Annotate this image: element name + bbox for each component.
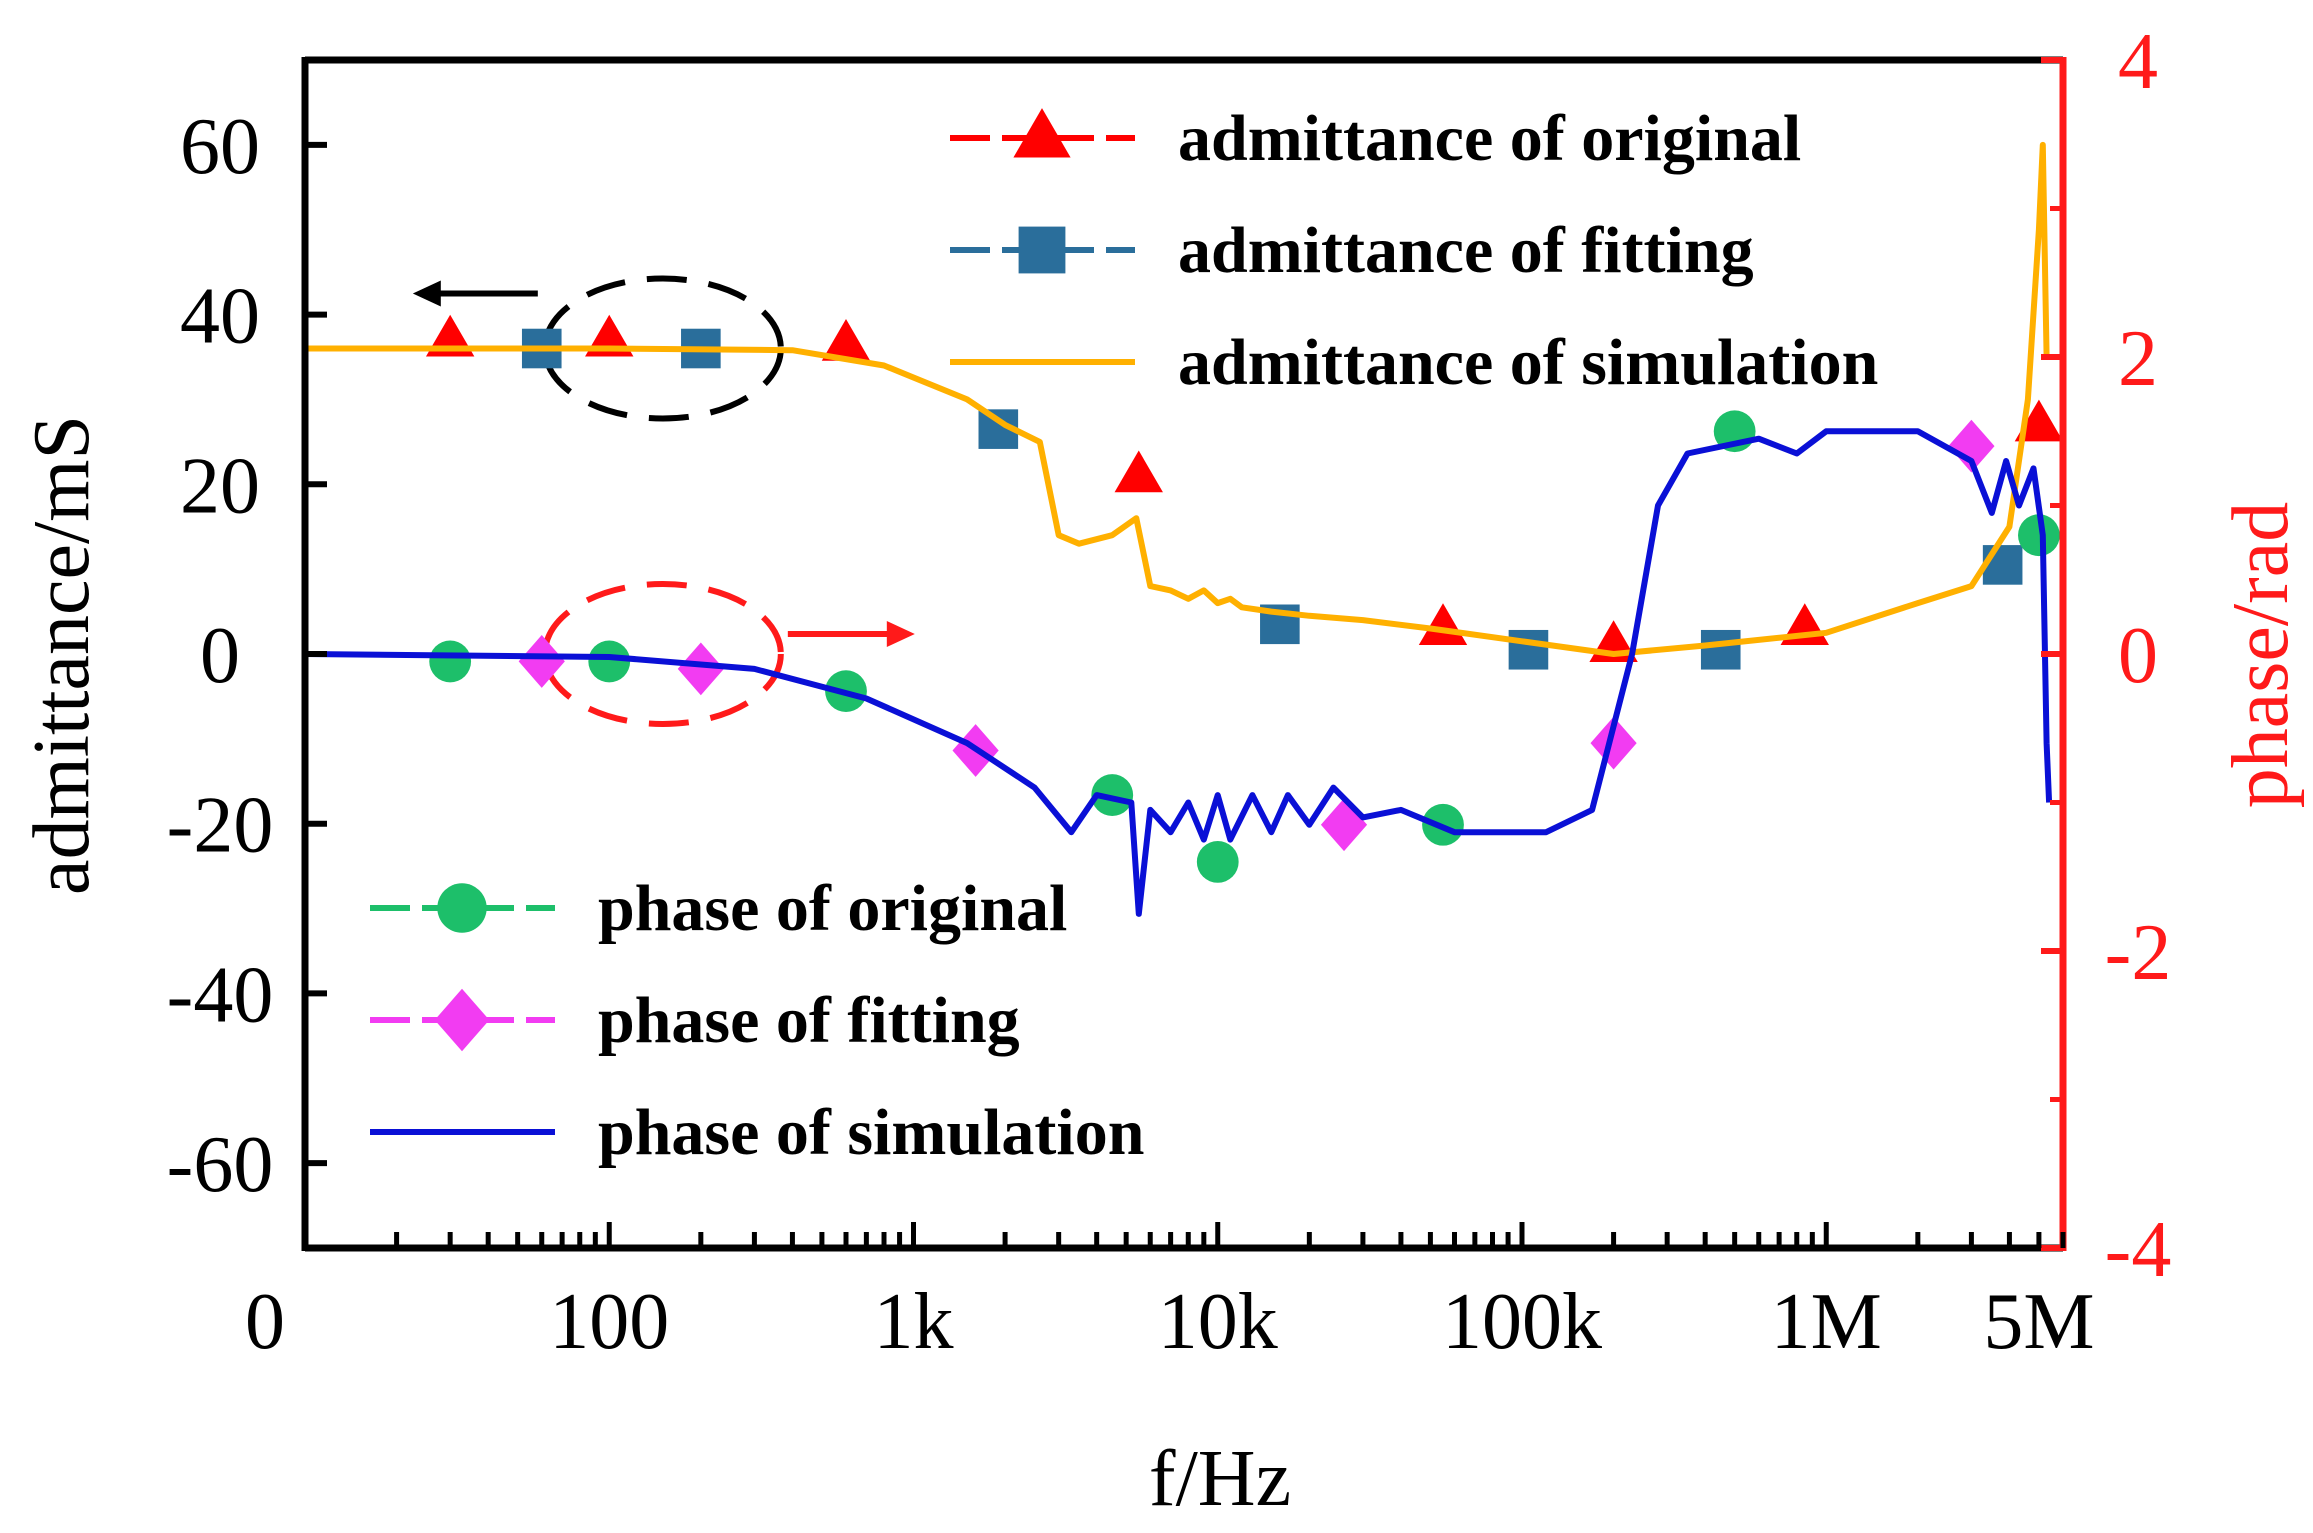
x-tick-label: 1M [1771,1278,1882,1366]
legend-label: admittance of fitting [1178,214,1754,287]
series-layer [304,141,2064,917]
legend-label: phase of simulation [598,1096,1144,1169]
left-tick-label: -60 [167,1121,274,1209]
marker-circle [2018,514,2060,557]
legend-item: admittance of fitting [950,214,1754,287]
left-axis: 60 40 20 0 -20 -40 -60 [167,57,327,1251]
marker-triangle [821,318,871,361]
bottom-axis: 0 100 1k 10k 100k 1M 5M [245,1222,2094,1366]
right-axis: 4 2 0 -2 -4 [2041,18,2171,1294]
y-axis-right-title: phase/rad [2217,502,2305,809]
x-tick-label: 100 [549,1278,669,1366]
legend-admittance: admittance of original admittance of fitt… [950,102,1878,399]
marker-diamond [1948,419,1995,473]
annotation-ellipse [541,581,784,727]
marker-circle [429,640,472,683]
plot-frame [305,56,2063,1252]
x-tick-label: 100k [1442,1278,1602,1366]
legend-label: phase of original [598,872,1067,945]
left-tick-label: 20 [180,442,260,530]
y-axis-left-title: admittance/mS [18,415,106,895]
legend-label: phase of fitting [598,984,1020,1057]
right-axis-group [541,581,915,727]
right-tick-label: 4 [2118,18,2158,106]
marker-square [1018,226,1066,274]
annotation-arrow-head [886,621,915,647]
right-tick-label: -2 [2105,909,2172,997]
marker-diamond [677,642,724,696]
right-tick-label: 0 [2118,612,2158,700]
legend-label: admittance of original [1178,102,1801,175]
right-tick-label: -4 [2105,1206,2172,1294]
x-tick-label: 1k [873,1278,953,1366]
right-tick-label: 2 [2118,315,2158,403]
legend-phase: phase of original phase of fitting phase o… [370,872,1144,1169]
x-axis-title: f/Hz [1149,1435,1291,1523]
x-tick-label: 5M [1983,1278,2094,1366]
marker-circle [437,883,487,933]
legend-item: admittance of simulation [950,326,1878,399]
series-phase-of-simulation [304,428,2053,917]
marker-triangle [1114,450,1163,493]
left-tick-label: -20 [167,782,274,870]
marker-circle [1091,774,1134,816]
x-tick-label: 0 [245,1278,285,1366]
x-tick-label: 10k [1158,1278,1278,1366]
marker-square [1700,629,1741,670]
marker-circle [588,640,631,683]
legend-label: admittance of simulation [1178,326,1878,399]
left-tick-label: 60 [180,103,260,191]
marker-diamond [518,635,565,688]
marker-triangle [1013,108,1071,158]
marker-square [1982,545,2023,585]
marker-diamond [1320,798,1368,852]
left-tick-label: 40 [180,273,260,361]
marker-square [1508,629,1549,670]
left-tick-label: 0 [200,612,240,700]
series-line [305,141,2050,657]
legend-item: admittance of original [950,102,1801,175]
marker-circle [1196,841,1239,883]
annotation-arrow-head [412,280,441,307]
series-line [304,428,2053,917]
legend-item: phase of original [370,872,1067,945]
series-admittance-of-simulation [305,141,2050,657]
marker-triangle [1418,603,1468,646]
left-tick-label: -40 [167,951,274,1039]
marker-diamond [434,988,490,1052]
legend-item: phase of fitting [370,984,1020,1057]
marker-triangle [2014,399,2064,442]
legend-item: phase of simulation [370,1096,1144,1169]
marker-diamond [1590,716,1637,770]
